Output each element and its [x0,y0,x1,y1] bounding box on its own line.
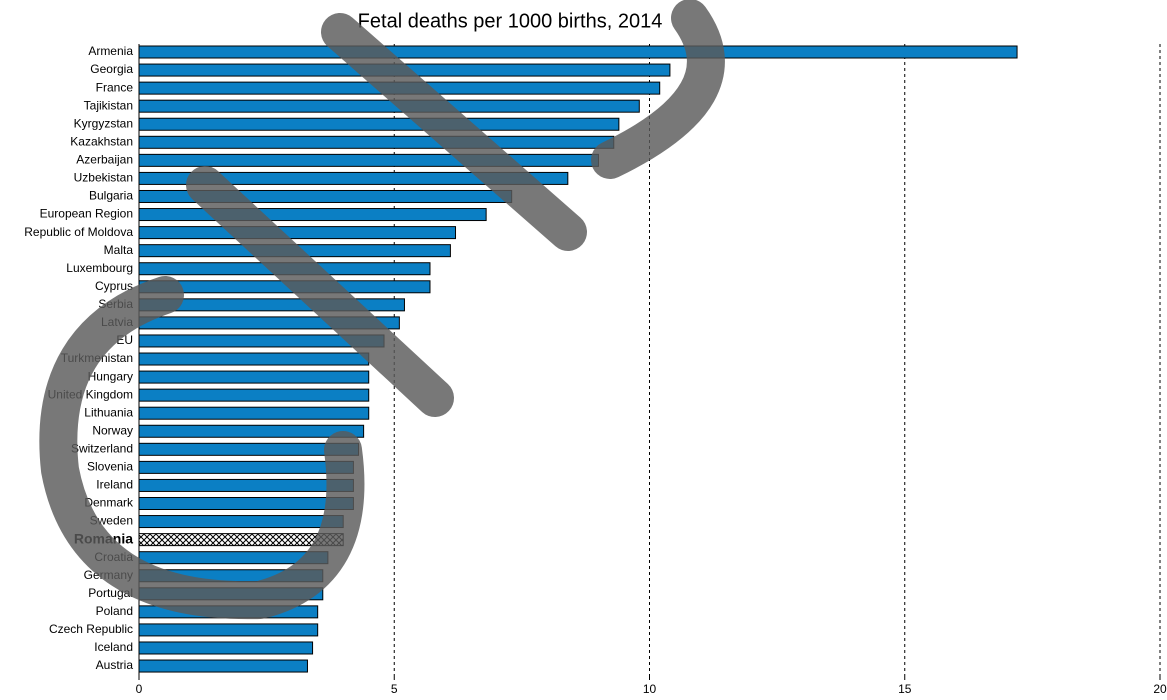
y-tick-label: Cyprus [95,279,133,293]
y-tick-label: Kyrgyzstan [74,116,133,130]
bar [138,370,370,384]
y-tick-label: France [96,80,134,94]
x-tick-label: 20 [1153,682,1167,696]
y-tick-label: Austria [96,658,134,672]
bar [138,135,615,149]
bar [138,352,370,366]
bar [138,226,457,240]
x-tick-label: 10 [643,682,657,696]
y-tick-label: Hungary [88,369,133,383]
x-tick-label: 0 [136,682,143,696]
y-tick-label: European Region [40,207,133,221]
y-tick-label: Slovenia [87,460,133,474]
chart-title: Fetal deaths per 1000 births, 2014 [358,10,663,32]
y-tick-label: Poland [96,604,133,618]
bar [138,45,1018,59]
y-tick-label: Switzerland [71,441,133,455]
y-tick-label: Bulgaria [89,189,133,203]
bar [138,208,487,222]
y-tick-label: Malta [104,243,134,257]
y-tick-label: Kazakhstan [70,134,133,148]
bar [138,515,344,529]
y-tick-label: Azerbaijan [76,153,133,167]
bar [138,153,599,167]
bar [138,623,319,637]
bar [138,406,370,420]
bar [138,117,620,131]
bar [138,460,354,474]
y-tick-label: Lithuania [84,405,133,419]
y-tick-label: Iceland [94,640,133,654]
bar [138,641,314,655]
bar [138,659,308,673]
bar [138,497,354,510]
bar [138,99,640,113]
overlay-scribble [39,0,725,620]
y-tick-label: Republic of Moldova [24,225,133,239]
y-tick-label: Norway [92,423,133,437]
y-tick-label: Armenia [88,44,133,58]
bar [138,478,354,492]
y-tick-label: Ireland [96,478,133,492]
y-tick-label: Czech Republic [49,622,133,636]
y-tick-label: Luxembourg [66,261,133,275]
x-tick-label: 5 [391,682,398,696]
bar [138,424,365,438]
y-tick-label: Tajikistan [84,98,133,112]
bar [138,171,569,185]
y-tick-label: Uzbekistan [74,171,133,185]
y-tick-label: Georgia [90,62,133,76]
y-tick-label: Denmark [84,496,134,510]
bar [138,388,370,402]
x-tick-label: 15 [898,682,912,696]
